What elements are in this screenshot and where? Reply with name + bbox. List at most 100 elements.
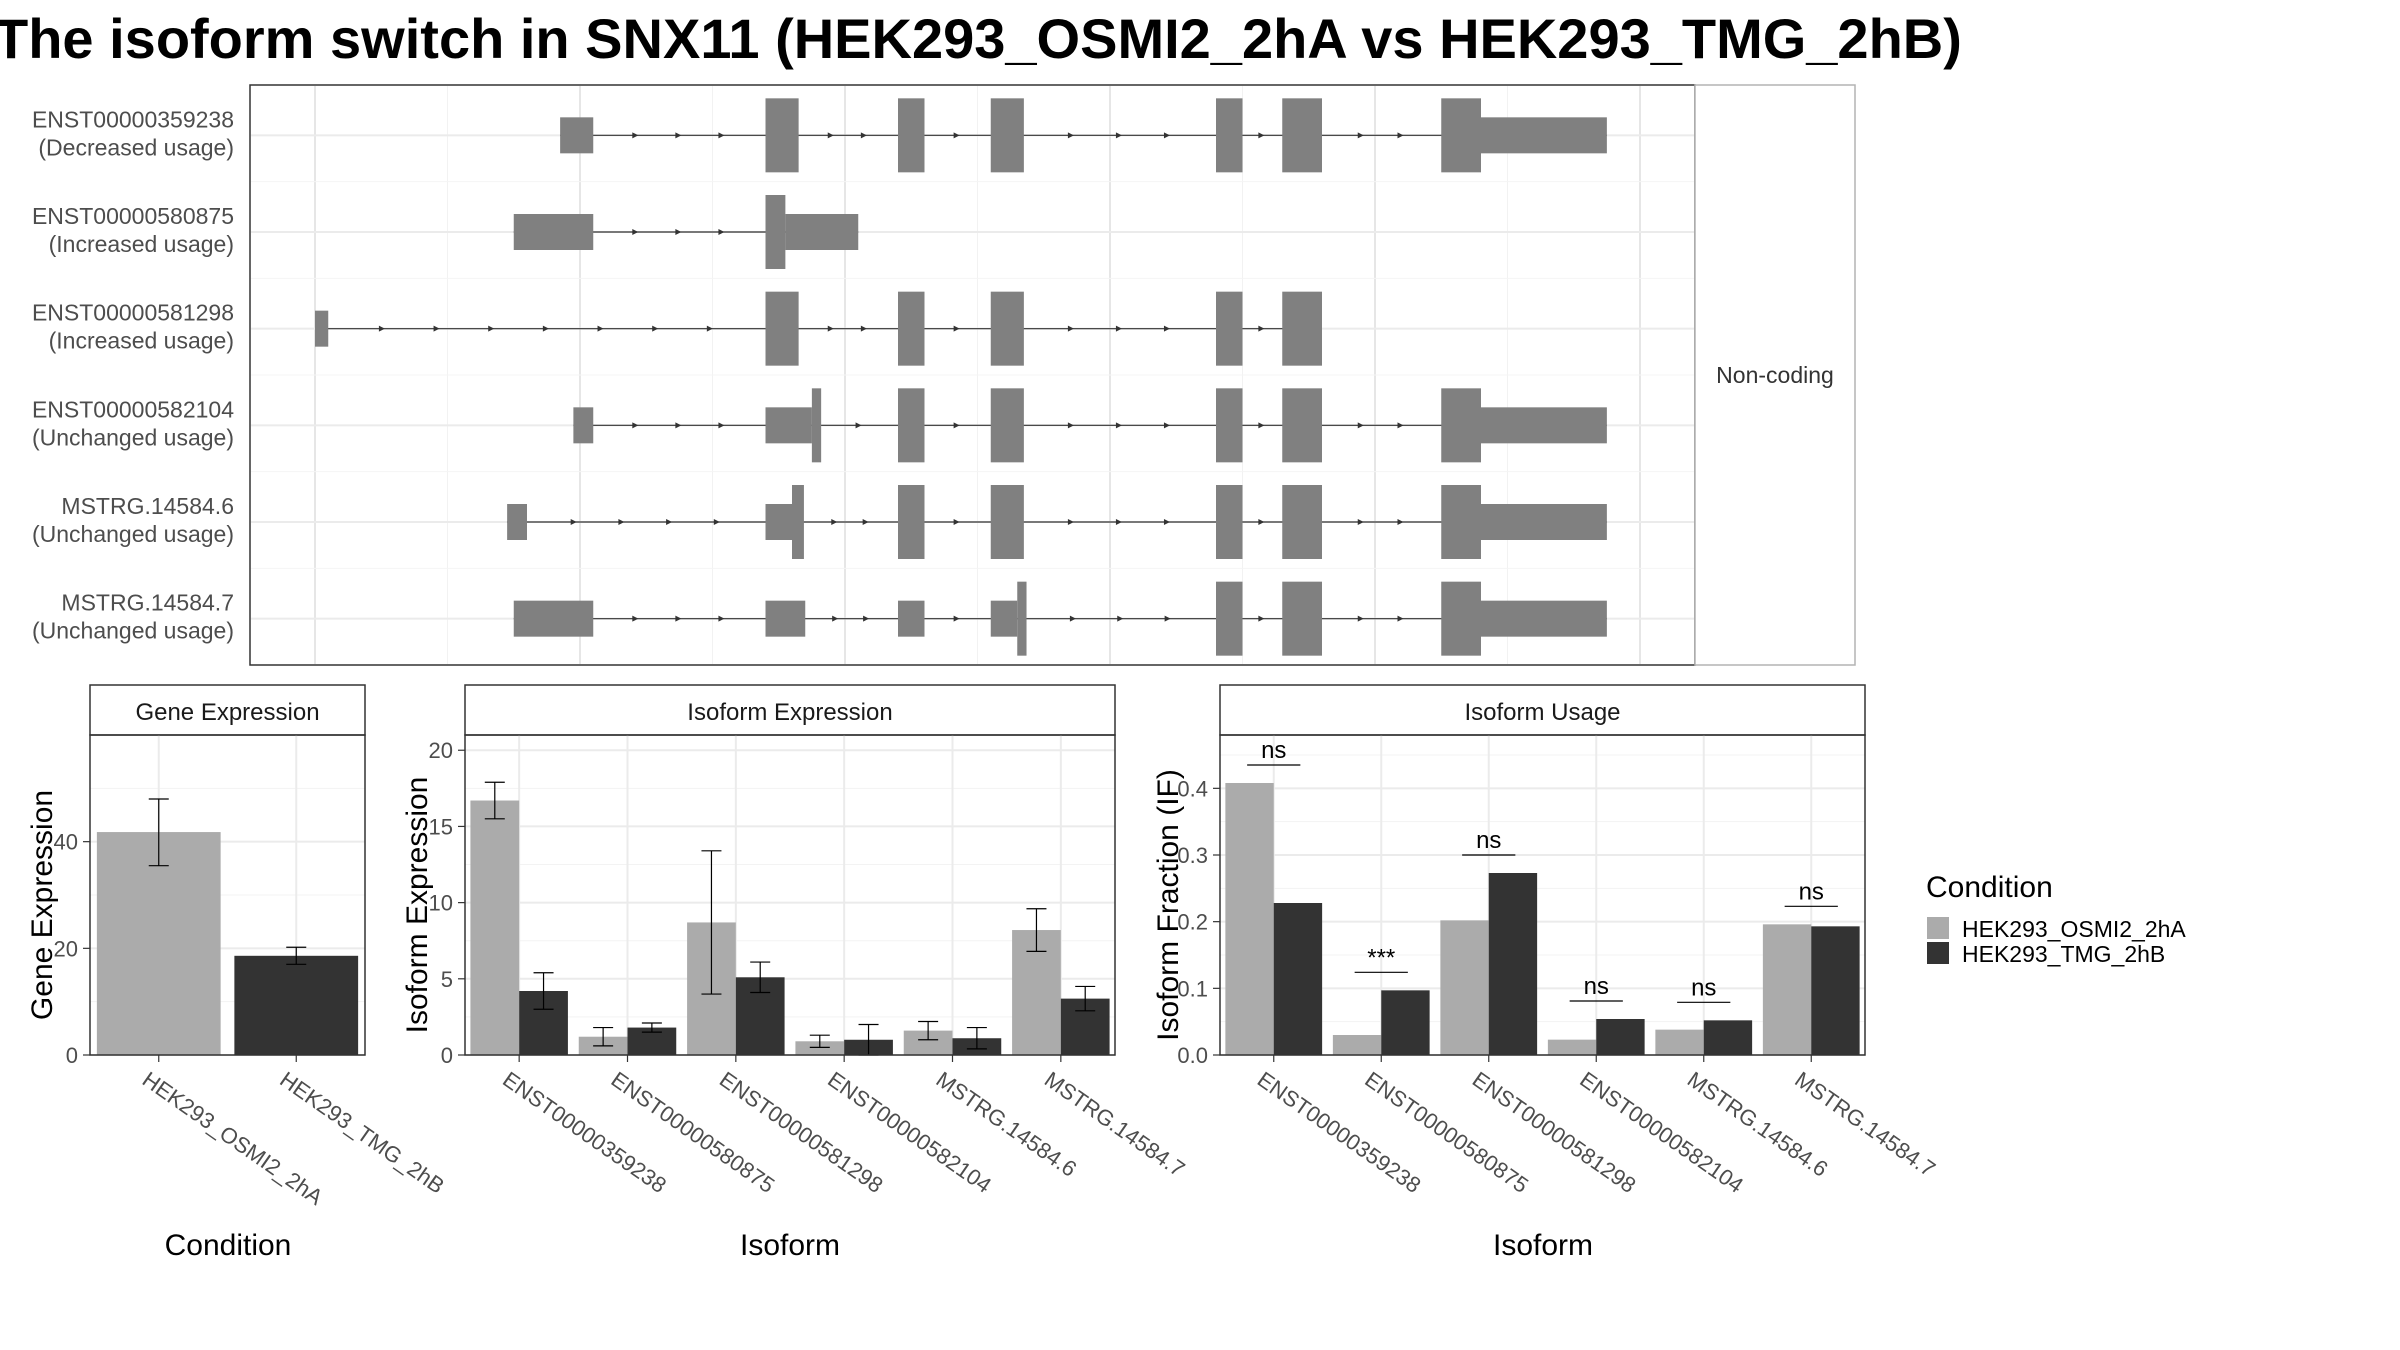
bar-hek293-tmg-2hb-enst00000581298	[1488, 873, 1538, 1055]
intron-direction-arrow	[827, 325, 834, 332]
y-tick-label: 5	[441, 967, 453, 992]
error-bar	[750, 961, 771, 994]
intron-direction-arrow	[542, 325, 549, 332]
legend-title: Condition	[1926, 871, 2053, 904]
legend-label-a: HEK293_OSMI2_2hA	[1962, 916, 2186, 942]
intron-direction-arrow	[953, 615, 960, 622]
error-bar	[533, 972, 554, 1010]
intron-direction-arrow	[632, 132, 639, 139]
y-tick-label: 10	[429, 891, 453, 916]
exon-utr	[1481, 117, 1607, 154]
transcript-structure-panel: Non-coding ENST00000359238(Decreased usa…	[32, 84, 1856, 666]
exon-coding	[765, 291, 799, 366]
intron-direction-arrow	[860, 132, 867, 139]
exon-coding	[1216, 98, 1243, 173]
panel-frame	[89, 734, 366, 1056]
intron-direction-arrow	[1115, 132, 1122, 139]
exon-utr	[573, 407, 594, 444]
exon-coding	[898, 485, 925, 559]
bar-hek293-tmg-2hb-mstrg-14584-7	[1811, 926, 1860, 1055]
y-axis-title: Isoform Expression	[401, 777, 434, 1034]
exon-coding	[811, 388, 822, 463]
exon-coding	[898, 98, 925, 173]
bar-hek293-tmg-2hb-hek293-tmg-2hb	[234, 955, 359, 1055]
panel-frame	[1219, 734, 1866, 1056]
exon-utr	[513, 600, 594, 637]
transcript-id-label: ENST00000580875	[32, 203, 234, 229]
intron-direction-arrow	[1357, 615, 1364, 622]
intron-direction-arrow	[1067, 132, 1074, 139]
intron-direction-arrow	[597, 325, 604, 332]
x-axis: ENST00000359238ENST00000580875ENST000005…	[1253, 1055, 1940, 1262]
error-bar	[148, 798, 169, 867]
error-bar	[484, 781, 505, 820]
intron-direction-arrow	[1115, 519, 1122, 525]
intron-direction-arrow	[862, 519, 869, 525]
exon-utr	[765, 407, 812, 444]
intron-direction-arrow	[632, 615, 639, 622]
significance-label: ns	[1476, 827, 1501, 854]
error-bar	[809, 1034, 830, 1048]
exon-utr	[1302, 310, 1322, 347]
intron-direction-arrow	[1397, 132, 1404, 139]
intron-direction-arrow	[831, 519, 838, 525]
legend-label-b: HEK293_TMG_2hB	[1962, 941, 2165, 967]
intron-direction-arrow	[1067, 519, 1074, 525]
intron-direction-arrow	[1163, 519, 1170, 525]
exon-coding	[1441, 98, 1481, 173]
y-tick-label: 0.2	[1177, 910, 1208, 935]
intron-direction-arrow	[855, 422, 862, 429]
intron-direction-arrow	[832, 615, 839, 622]
intron-direction-arrow	[666, 519, 673, 525]
bar-hek293-osmi2-2ha-enst00000582104	[1547, 1039, 1597, 1055]
bar-hek293-osmi2-2ha-hek293-osmi2-2ha	[96, 832, 221, 1055]
structure-side-strip	[1694, 84, 1856, 666]
intron-direction-arrow	[488, 325, 495, 332]
exon-coding	[1441, 388, 1481, 463]
exon-coding	[990, 485, 1024, 559]
transcript-enst00000582104	[573, 388, 1607, 463]
error-bar	[286, 946, 307, 965]
intron-direction-arrow	[1163, 325, 1170, 332]
figure-title: The isoform switch in SNX11 (HEK293_OSMI…	[0, 7, 1962, 70]
intron-direction-arrow	[1258, 132, 1265, 139]
intron-direction-arrow	[675, 615, 682, 622]
bar-hek293-osmi2-2ha-enst00000359238	[470, 800, 520, 1055]
exon-utr	[1481, 407, 1607, 444]
error-bar	[701, 850, 722, 995]
intron-direction-arrow	[953, 519, 960, 525]
intron-direction-arrow	[860, 325, 867, 332]
exon-coding	[1216, 581, 1243, 656]
intron-direction-arrow	[1067, 325, 1074, 332]
significance-label: ns	[1584, 973, 1609, 1000]
intron-direction-arrow	[1397, 519, 1404, 525]
intron-direction-arrow	[1067, 422, 1074, 429]
transcript-usage-label: (Increased usage)	[49, 328, 234, 354]
exon-utr	[898, 600, 925, 637]
transcript-usage-label: (Increased usage)	[49, 231, 234, 257]
intron-direction-arrow	[718, 229, 725, 235]
panel-frame	[464, 734, 1116, 1056]
intron-direction-arrow	[1258, 325, 1265, 332]
intron-direction-arrow	[1258, 422, 1265, 429]
exon-utr	[1481, 504, 1607, 540]
exon-utr	[507, 504, 527, 540]
intron-direction-arrow	[953, 422, 960, 429]
bar-hek293-osmi2-2ha-enst00000582104	[795, 1041, 845, 1055]
exon-utr	[990, 600, 1018, 637]
panel-bars	[1225, 783, 1860, 1055]
intron-direction-arrow	[675, 422, 682, 429]
y-tick-label: 0	[441, 1043, 453, 1068]
x-axis-title: Isoform	[740, 1229, 840, 1262]
non-coding-label: Non-coding	[1716, 362, 1834, 388]
y-tick-label: 15	[429, 814, 453, 839]
significance-label: ns	[1799, 878, 1824, 905]
intron-direction-arrow	[1357, 132, 1364, 139]
exon-coding	[1216, 388, 1243, 463]
structure-transcripts	[315, 98, 1607, 656]
intron-direction-arrow	[1164, 615, 1171, 622]
significance-label: ns	[1261, 737, 1286, 764]
